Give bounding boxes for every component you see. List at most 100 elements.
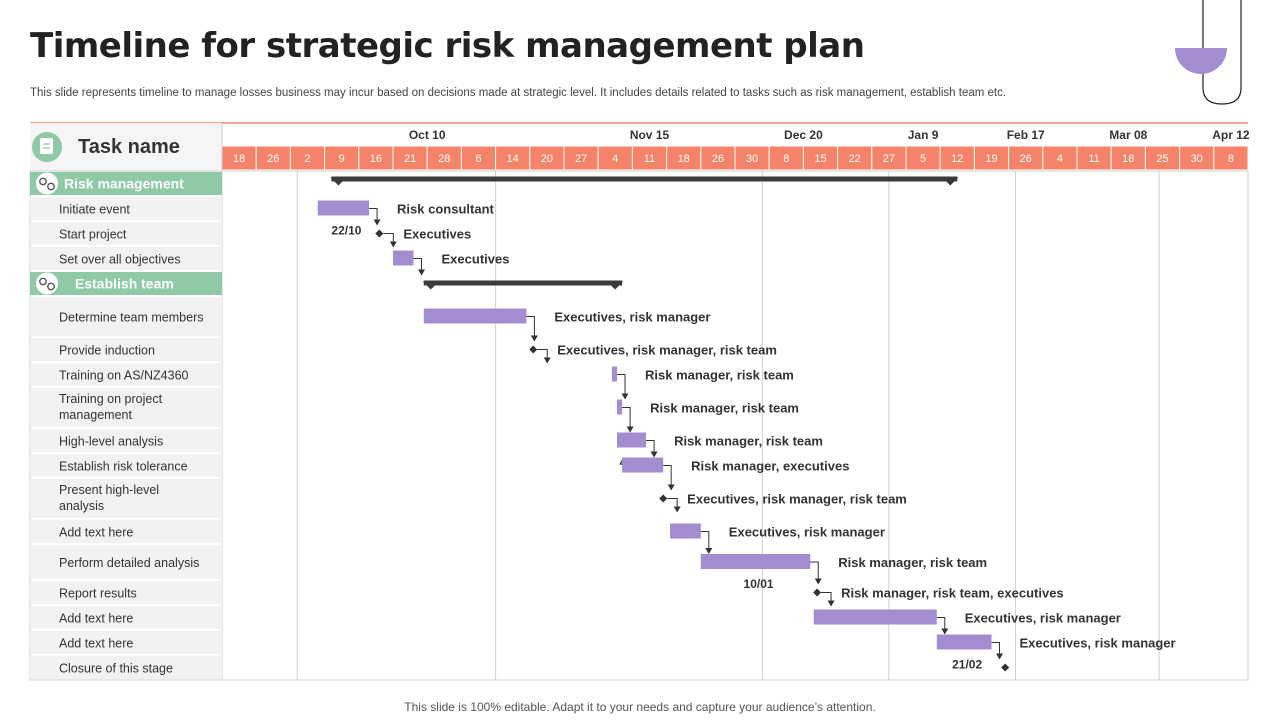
section-row-label: Establish team — [75, 276, 174, 292]
dependency-connector — [663, 465, 672, 489]
day-tick-label: 18 — [233, 153, 245, 165]
summary-bar — [423, 280, 623, 286]
day-tick-label: 8 — [783, 153, 789, 165]
day-tick-label: 30 — [746, 153, 758, 165]
day-tick-label: 6 — [475, 153, 481, 165]
task-bar — [611, 366, 618, 382]
day-tick-label: 12 — [951, 153, 963, 165]
task-list-icon — [40, 138, 53, 154]
task-row-label: Report results — [59, 587, 137, 601]
summary-bar-cap — [330, 177, 347, 186]
day-tick-label: 19 — [985, 153, 997, 165]
day-tick-label: 26 — [267, 153, 279, 165]
day-tick-cell — [802, 145, 839, 171]
task-bar-label: Executives, risk manager — [729, 525, 885, 540]
summary-bar-cap — [607, 281, 624, 290]
task-bar — [317, 200, 370, 216]
task-row-bg — [30, 479, 222, 518]
day-tick-cell — [460, 145, 497, 171]
day-tick-cell — [1213, 145, 1249, 171]
task-row-bg — [30, 363, 222, 386]
icon-part — [39, 177, 47, 186]
day-tick-label: 15 — [814, 153, 826, 165]
milestone-diamond — [813, 588, 822, 597]
dependency-arrow — [530, 335, 538, 342]
day-tick-label: 22 — [849, 153, 861, 165]
milestone-diamond — [659, 494, 668, 503]
task-bar — [617, 432, 647, 448]
task-bar — [423, 308, 527, 324]
day-tick-cell — [495, 145, 531, 171]
day-tick-label: 26 — [1020, 153, 1032, 165]
task-bar — [622, 457, 664, 473]
month-label: Nov 15 — [630, 128, 670, 142]
task-row-label: Add text here — [59, 526, 133, 540]
month-label: Oct 10 — [409, 128, 446, 142]
task-row-bg — [30, 338, 222, 361]
day-tick-cell — [358, 145, 394, 171]
dependency-arrow — [626, 426, 634, 433]
task-row-label: Add text here — [59, 637, 133, 651]
milestone-label: Executives, risk manager, risk team — [687, 492, 907, 507]
icon-part — [39, 277, 47, 286]
task-bar — [936, 634, 992, 650]
month-label: Jan 9 — [908, 128, 939, 142]
summary-bar-cap — [422, 281, 439, 290]
section-row-bg — [30, 172, 222, 195]
dependency-arrow — [814, 578, 822, 585]
summary-bar — [331, 176, 958, 182]
task-row-label: Closure of this stage — [59, 662, 173, 676]
day-tick-label: 11 — [1088, 153, 1099, 165]
day-tick-label: 8 — [1228, 153, 1234, 165]
page-title: Timeline for strategic risk management p… — [30, 26, 865, 66]
icon-part — [47, 282, 55, 291]
task-row-label: Training on AS/NZ4360 — [59, 369, 189, 383]
task-row-label: Perform detailed analysis — [59, 556, 199, 570]
dependency-arrow — [650, 451, 658, 458]
day-tick-cell — [563, 145, 599, 171]
team-icon-bg — [36, 272, 58, 295]
day-tick-cell — [324, 145, 360, 171]
task-row-bg — [30, 197, 222, 220]
task-row-label: Establish risk tolerance — [59, 460, 188, 474]
gears-icon — [39, 177, 55, 191]
task-bar-label: Risk consultant — [397, 202, 494, 217]
milestone-diamond — [375, 229, 384, 238]
day-tick-label: 20 — [541, 153, 553, 165]
task-row-label: High-level analysis — [59, 435, 163, 449]
day-tick-label: 27 — [883, 153, 895, 165]
task-row-bg — [30, 631, 222, 654]
task-bar-label: Risk manager, risk team — [674, 434, 823, 449]
dependency-connector — [991, 642, 1000, 658]
milestone-label: Executives — [403, 227, 471, 242]
dependency-arrow — [705, 548, 713, 554]
dependency-connector — [936, 617, 946, 633]
dependency-arrow — [827, 600, 835, 607]
dependency-connector — [369, 208, 378, 224]
day-tick-label: 28 — [438, 153, 450, 165]
day-tick-cell — [973, 145, 1010, 171]
month-label: Apr 12 — [1212, 128, 1250, 142]
dependency-arrow — [673, 506, 681, 513]
task-row-label: Present high-level — [59, 483, 159, 497]
task-bar-label: Executives, risk manager — [554, 310, 710, 325]
icon-part — [47, 182, 55, 191]
month-label: Dec 20 — [784, 128, 823, 142]
task-row-bg — [30, 520, 222, 543]
dependency-connector — [810, 561, 819, 583]
dependency-arrow — [418, 269, 426, 276]
task-bar-label: Risk manager, risk team — [838, 555, 987, 570]
task-date-label: 10/01 — [744, 577, 774, 591]
day-tick-label: 5 — [920, 153, 926, 165]
day-tick-cell — [426, 145, 462, 171]
task-row-label: Provide induction — [59, 344, 155, 358]
task-bar-label: Risk manager, risk team — [650, 401, 799, 416]
gantt-chart: Task name Oct 10 Nov 15 Dec 20 Jan 9 Feb 17 Ma… — [29, 122, 1250, 681]
dependency-arrow — [389, 241, 397, 248]
dependency-connector — [700, 531, 710, 552]
day-tick-label: 9 — [339, 153, 345, 165]
task-list-icon-page — [40, 138, 53, 154]
day-tick-label: 2 — [304, 153, 310, 165]
task-bar-label: Risk manager, executives — [691, 459, 849, 474]
task-row-label: Add text here — [59, 612, 133, 626]
